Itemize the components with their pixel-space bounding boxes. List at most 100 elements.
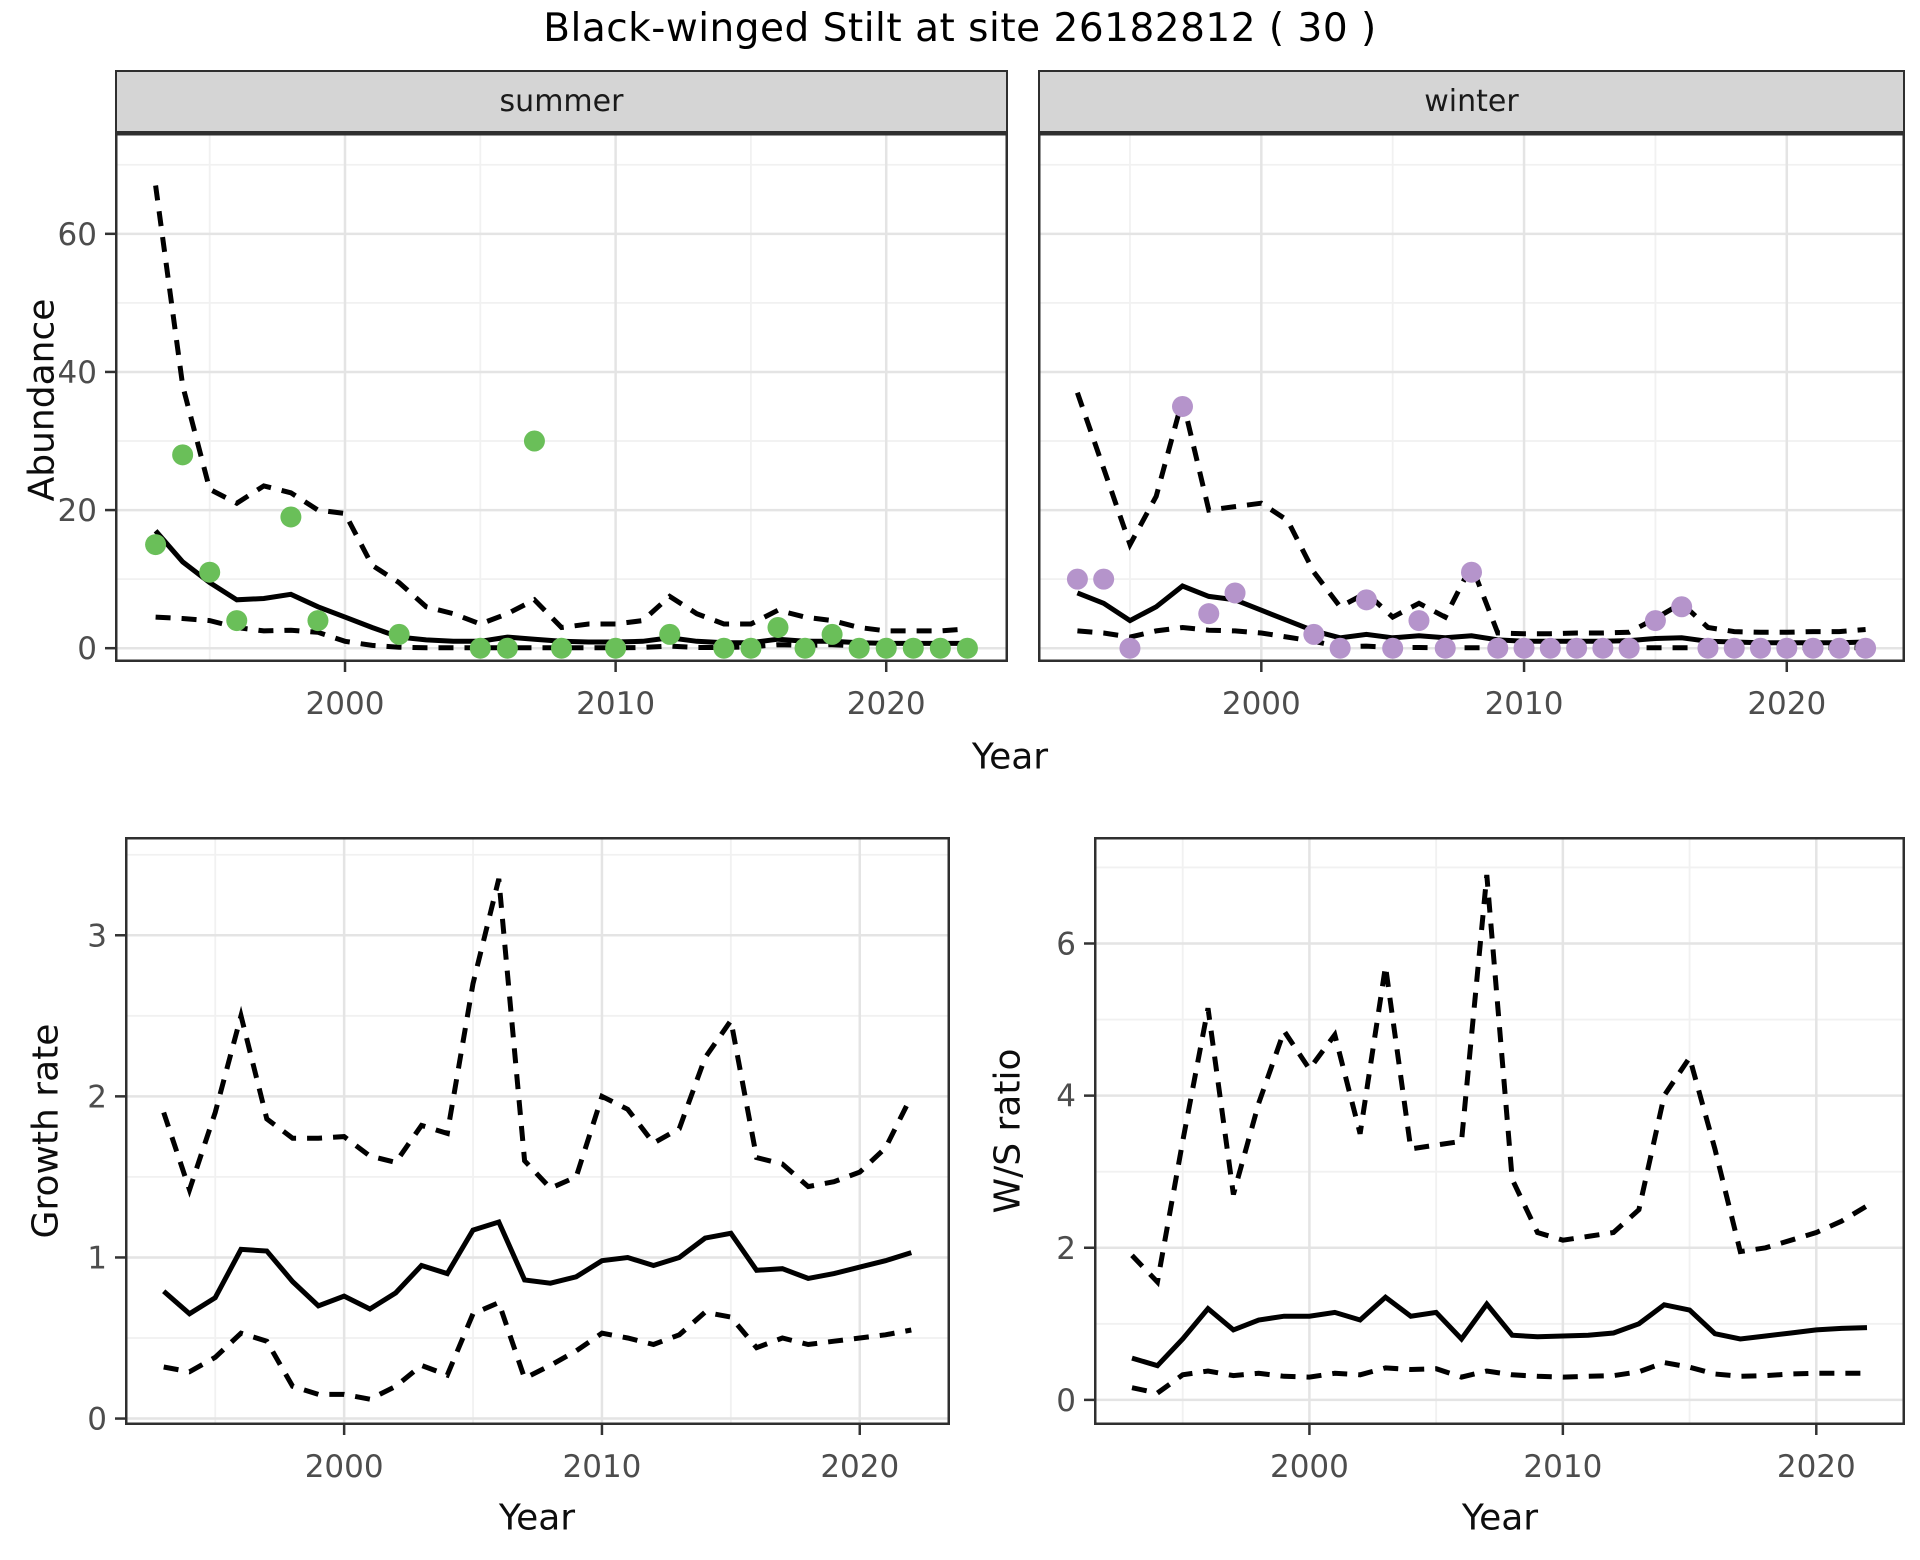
x-tick-label: 2000 [306, 686, 385, 722]
y-tick-label: 2 [1056, 1231, 1076, 1267]
winter-abundance-point [1382, 637, 1404, 659]
ws-ratio-median-line [1131, 1293, 1868, 1369]
growth-rate-ci-upper-97.5-line [161, 878, 914, 1198]
facet-strip-winter: winter [1038, 70, 1905, 133]
winter-abundance-point [1723, 637, 1745, 659]
winter-abundance-point [1329, 637, 1351, 659]
summer-abundance-ci-upper-97.5-line [153, 185, 968, 634]
y-tick-label: 2 [87, 1079, 107, 1115]
summer-abundance-point [226, 610, 248, 632]
summer-abundance-point [605, 637, 627, 659]
summer-abundance-point [659, 623, 681, 645]
ws-ratio-ci-upper-97.5-line [1130, 874, 1869, 1288]
summer-abundance-point [388, 623, 410, 645]
summer-abundance-point [145, 534, 167, 556]
winter-abundance-point [1093, 568, 1115, 590]
summer-abundance-point [848, 637, 870, 659]
winter-abundance-median-line [1076, 583, 1866, 646]
winter-abundance-point [1487, 637, 1509, 659]
summer-abundance-point [199, 561, 221, 583]
panel-border [1038, 133, 1905, 662]
panel-border [125, 837, 950, 1425]
x-tick-label: 2020 [820, 1449, 899, 1485]
y-tick-label: 0 [77, 631, 97, 667]
x-tick-label: 2010 [1523, 1449, 1602, 1485]
ws-ratio-ci-lower-2.5-line [1131, 1360, 1867, 1396]
winter-abundance-point [1644, 610, 1666, 632]
summer-abundance-point [956, 637, 978, 659]
y-tick-label: 6 [1056, 926, 1076, 962]
x-axis-title-year-top: Year [971, 736, 1049, 778]
y-tick-label: 40 [58, 355, 97, 391]
summer-abundance-point [767, 616, 789, 638]
winter-abundance-point [1828, 637, 1850, 659]
winter-abundance-point [1513, 637, 1535, 659]
winter-abundance-point [1172, 395, 1193, 417]
x-tick-label: 2020 [1747, 686, 1826, 722]
y-tick-label: 0 [87, 1402, 107, 1438]
y-tick-label: 1 [87, 1240, 107, 1276]
y-tick-label: 3 [87, 918, 107, 954]
winter-abundance-point [1303, 623, 1325, 645]
summer-abundance-point [307, 610, 329, 632]
x-tick-label: 2020 [847, 686, 926, 722]
growth-rate-ci-lower-2.5-line [163, 1299, 912, 1402]
growth-rate-median-line [162, 1218, 913, 1317]
winter-abundance-ci-upper-97.5-line [1075, 391, 1866, 637]
winter-abundance-point [1697, 637, 1719, 659]
summer-abundance-point [280, 506, 302, 528]
summer-abundance-point [821, 623, 843, 645]
winter-abundance-point [1855, 637, 1877, 659]
winter-abundance-point [1198, 603, 1220, 625]
winter-abundance-point [1355, 589, 1377, 611]
summer-abundance-point [713, 637, 735, 659]
y-tick-label: 60 [58, 217, 97, 253]
summer-abundance-point [929, 637, 951, 659]
facet-strip-winter-label: winter [1424, 84, 1519, 119]
winter-abundance-point [1750, 637, 1771, 659]
panel-border [1094, 837, 1905, 1425]
panel-ws-ratio: 2000 2010 2020 0 2 4 6 [1056, 837, 1905, 1485]
summer-abundance-point [469, 637, 491, 659]
winter-abundance-point [1566, 637, 1588, 659]
y-tick-label: 4 [1056, 1079, 1076, 1115]
winter-abundance-point [1618, 637, 1640, 659]
winter-abundance-point [1539, 637, 1561, 659]
y-tick-label: 0 [1056, 1383, 1076, 1419]
summer-abundance-point [875, 637, 897, 659]
winter-abundance-point [1224, 582, 1246, 604]
winter-abundance-point [1776, 637, 1798, 659]
panel-growth-rate: 2000 2010 2020 0 1 2 3 [87, 837, 950, 1485]
x-tick-label: 2020 [1777, 1449, 1856, 1485]
x-axis-title-year-ws: Year [1461, 1497, 1539, 1539]
x-tick-label: 2010 [576, 686, 655, 722]
winter-abundance-point [1671, 596, 1693, 618]
summer-abundance-point [740, 637, 762, 659]
panel-border [115, 133, 1008, 662]
winter-abundance-point [1802, 637, 1824, 659]
facet-strip-summer-label: summer [499, 84, 624, 119]
panel-summer-abundance: 2000 2010 2020 0 20 40 60 [58, 133, 1008, 722]
winter-abundance-point [1461, 561, 1482, 583]
x-tick-label: 2010 [563, 1449, 642, 1485]
winter-abundance-point [1119, 637, 1141, 659]
x-tick-label: 2000 [305, 1449, 384, 1485]
x-tick-label: 2010 [1485, 686, 1564, 722]
summer-abundance-point [794, 637, 816, 659]
summer-abundance-point [902, 637, 924, 659]
winter-abundance-point [1434, 637, 1456, 659]
page-title: Black-winged Stilt at site 26182812 ( 30… [543, 6, 1377, 51]
x-axis-title-year-growth: Year [498, 1497, 576, 1539]
x-tick-label: 2000 [1270, 1449, 1349, 1485]
summer-abundance-point [551, 637, 572, 659]
summer-abundance-point [172, 444, 194, 466]
winter-abundance-point [1592, 637, 1614, 659]
panel-winter-abundance: 2000 2010 2020 [1038, 133, 1905, 722]
y-tick-label: 20 [58, 493, 97, 529]
summer-abundance-point [496, 637, 518, 659]
winter-abundance-point [1066, 568, 1088, 590]
facet-strip-summer: summer [115, 70, 1008, 133]
summer-abundance-point [523, 430, 545, 452]
winter-abundance-point [1408, 610, 1430, 632]
